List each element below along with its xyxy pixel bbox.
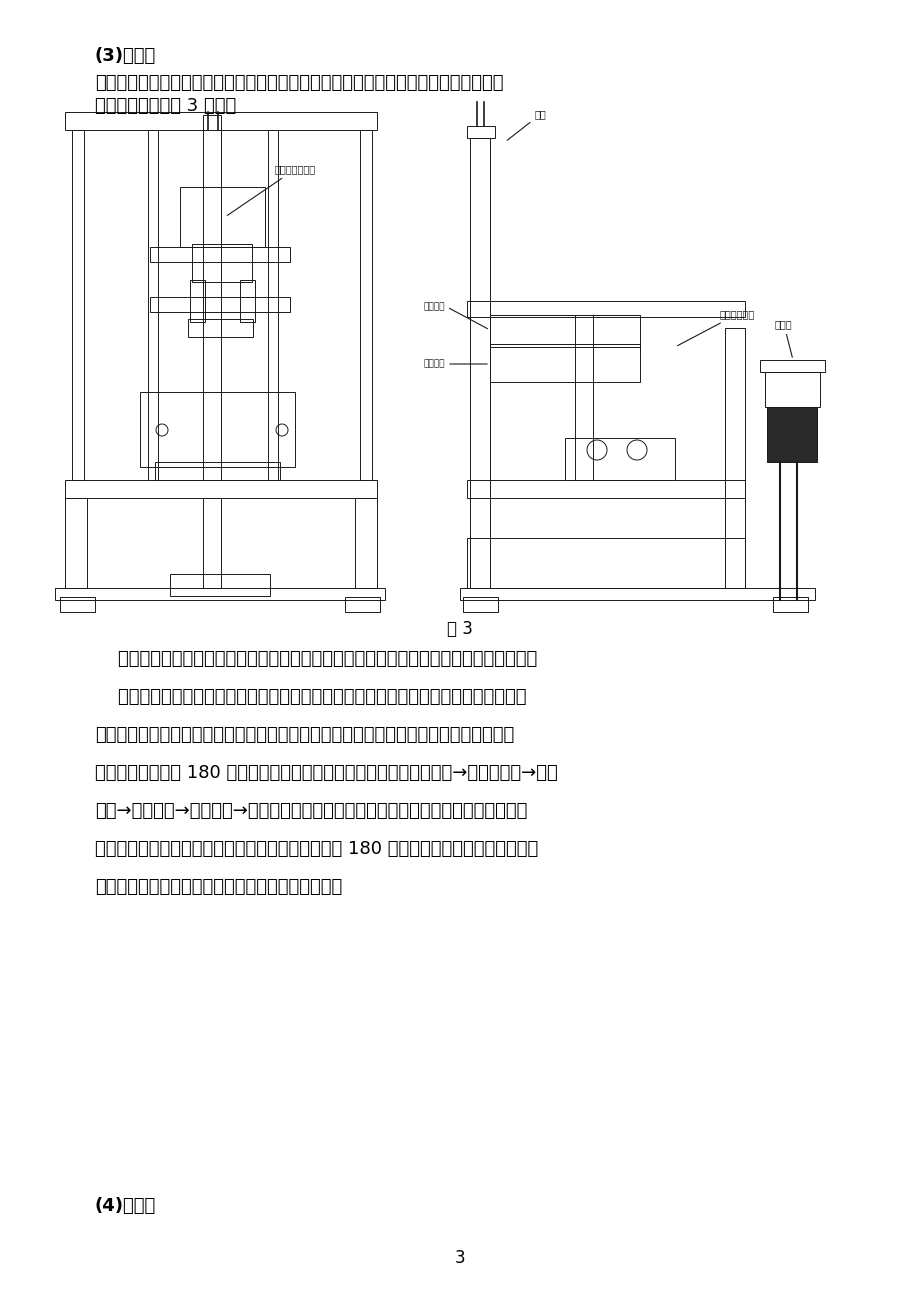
- Bar: [180, 187, 265, 247]
- Text: 挡料气缸: 挡料气缸: [423, 359, 445, 368]
- Bar: [462, 598, 497, 612]
- Bar: [150, 297, 289, 312]
- Text: 3: 3: [454, 1249, 465, 1267]
- Bar: [203, 115, 221, 480]
- Text: 图 3: 图 3: [447, 620, 472, 638]
- Bar: [765, 372, 819, 408]
- Text: 旋转送料单元: 旋转送料单元: [676, 309, 754, 346]
- Bar: [55, 589, 384, 600]
- Bar: [564, 437, 675, 480]
- Bar: [467, 480, 744, 497]
- Bar: [187, 319, 253, 337]
- Bar: [60, 598, 95, 612]
- Text: (4)分拣站: (4)分拣站: [95, 1197, 156, 1215]
- Text: 料台: 料台: [506, 109, 546, 141]
- Bar: [203, 497, 221, 589]
- Text: 机械手装配单元: 机械手装配单元: [227, 164, 316, 215]
- Text: 电磁阀构成，如图 3 所示。: 电磁阀构成，如图 3 所示。: [95, 98, 236, 115]
- Bar: [467, 538, 744, 589]
- Text: 二个工件；挡料气缸缩回，使料槽中最底层的小圆柱工件落到旋转供料台上，然后旋转供: 二个工件；挡料气缸缩回，使料槽中最底层的小圆柱工件落到旋转供料台上，然后旋转供: [95, 727, 514, 743]
- Bar: [759, 359, 824, 372]
- Text: 械手装配单元复位的同时，旋转送料单元逆时针旋转 180 度（左旋）回到原位，搬运站机: 械手装配单元复位的同时，旋转送料单元逆时针旋转 180 度（左旋）回到原位，搬运…: [95, 840, 538, 858]
- Bar: [724, 328, 744, 589]
- Bar: [240, 280, 255, 322]
- Bar: [170, 574, 269, 596]
- Text: 装配站主要有供料单元、旋转送料单元、机械手装配单元、放料台以及相应的传感器、: 装配站主要有供料单元、旋转送料单元、机械手装配单元、放料台以及相应的传感器、: [95, 74, 503, 92]
- Bar: [150, 247, 289, 262]
- Bar: [345, 598, 380, 612]
- Bar: [65, 112, 377, 130]
- Text: 顶料气缸: 顶料气缸: [423, 302, 445, 311]
- Bar: [490, 315, 640, 348]
- Text: 提升→手臂伸出→手爪下降→手爪松开的动作顺序，把小圆柱工件顺利装入大工件中，机: 提升→手臂伸出→手爪下降→手爪松开的动作顺序，把小圆柱工件顺利装入大工件中，机: [95, 802, 527, 820]
- Bar: [490, 344, 640, 381]
- Text: 料单元顺时针旋转 180 度（右旋），到位后装配机械手按下降气动手爪→抓取小圆柱→手爪: 料单元顺时针旋转 180 度（右旋），到位后装配机械手按下降气动手爪→抓取小圆柱…: [95, 764, 557, 783]
- Text: 械手伸出并抓取该工件，并将其运送往物料分解站。: 械手伸出并抓取该工件，并将其运送往物料分解站。: [95, 878, 342, 896]
- Text: 放料台: 放料台: [774, 319, 792, 357]
- Text: 当搬运站的机械手把工件运送到装配站物料台上时，顶料气缸伸出顶住供料单元倒数第: 当搬运站的机械手把工件运送到装配站物料台上时，顶料气缸伸出顶住供料单元倒数第: [95, 687, 526, 706]
- Bar: [467, 126, 494, 138]
- Bar: [154, 462, 279, 480]
- Bar: [470, 138, 490, 589]
- Bar: [65, 497, 87, 589]
- Bar: [574, 315, 593, 480]
- Bar: [267, 130, 278, 480]
- Bar: [140, 392, 295, 467]
- Bar: [148, 130, 158, 480]
- Bar: [460, 589, 814, 600]
- Bar: [192, 243, 252, 283]
- Text: 本站功能是完成上盖工序，即把黑色或白色两种小圆柱工件嵌入到大工件中的装配过程。: 本站功能是完成上盖工序，即把黑色或白色两种小圆柱工件嵌入到大工件中的装配过程。: [95, 650, 537, 668]
- Bar: [65, 480, 377, 497]
- Bar: [355, 497, 377, 589]
- Text: (3)装配站: (3)装配站: [95, 47, 156, 65]
- Bar: [359, 130, 371, 480]
- Bar: [467, 301, 744, 316]
- Bar: [72, 130, 84, 480]
- Bar: [190, 280, 205, 322]
- Bar: [766, 408, 816, 462]
- Bar: [772, 598, 807, 612]
